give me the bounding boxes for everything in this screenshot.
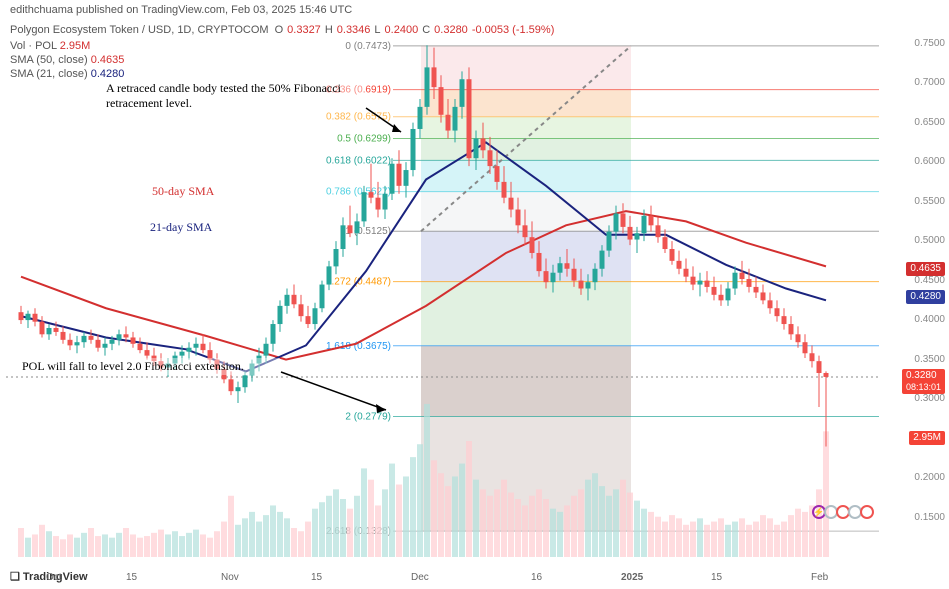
y-tick: 0.4000 [914, 314, 945, 325]
y-tick: 0.3500 [914, 354, 945, 365]
y-tick: 0.7000 [914, 77, 945, 88]
svg-text:0 (0.7473): 0 (0.7473) [345, 41, 391, 52]
price-badge: 0.4280 [906, 290, 945, 304]
x-tick: 2025 [621, 572, 643, 583]
x-tick: 16 [531, 572, 542, 583]
sma50-label: 50-day SMA [152, 184, 214, 199]
x-tick: Oct [46, 572, 62, 583]
x-tick: Dec [411, 572, 429, 583]
y-tick: 0.2000 [914, 472, 945, 483]
x-tick: 15 [711, 572, 722, 583]
x-tick: 15 [311, 572, 322, 583]
price-badge: 0.328008:13:01 [902, 369, 945, 394]
annotation-1: A retraced candle body tested the 50% Fi… [104, 80, 364, 112]
x-tick: Nov [221, 572, 239, 583]
svg-text:⚡: ⚡ [813, 506, 824, 518]
x-tick: 15 [126, 572, 137, 583]
y-tick: 0.5000 [914, 235, 945, 246]
svg-text:0.618 (0.6022): 0.618 (0.6022) [326, 155, 391, 166]
svg-text:2 (0.2779): 2 (0.2779) [345, 412, 391, 423]
y-tick: 0.6500 [914, 117, 945, 128]
price-badge: 2.95M [909, 431, 945, 445]
annotation-2: POL will fall to level 2.0 Fibonacci ext… [20, 358, 280, 375]
svg-text:0.5 (0.6299): 0.5 (0.6299) [337, 134, 391, 145]
y-tick: 0.3000 [914, 393, 945, 404]
y-tick: 0.6000 [914, 156, 945, 167]
publisher-text: edithchuama published on TradingView.com… [10, 4, 352, 16]
svg-text:0.786 (0.5627): 0.786 (0.5627) [326, 187, 391, 198]
price-badge: 0.4635 [906, 262, 945, 276]
y-tick: 0.5500 [914, 196, 945, 207]
x-tick: Feb [811, 572, 828, 583]
y-tick: 0.1500 [914, 512, 945, 523]
sma21-label: 21-day SMA [150, 220, 212, 235]
svg-text:1.272 (0.4487): 1.272 (0.4487) [326, 277, 391, 288]
y-tick: 0.4500 [914, 275, 945, 286]
y-tick: 0.7500 [914, 38, 945, 49]
svg-text:0.382 (0.6575): 0.382 (0.6575) [326, 112, 391, 123]
